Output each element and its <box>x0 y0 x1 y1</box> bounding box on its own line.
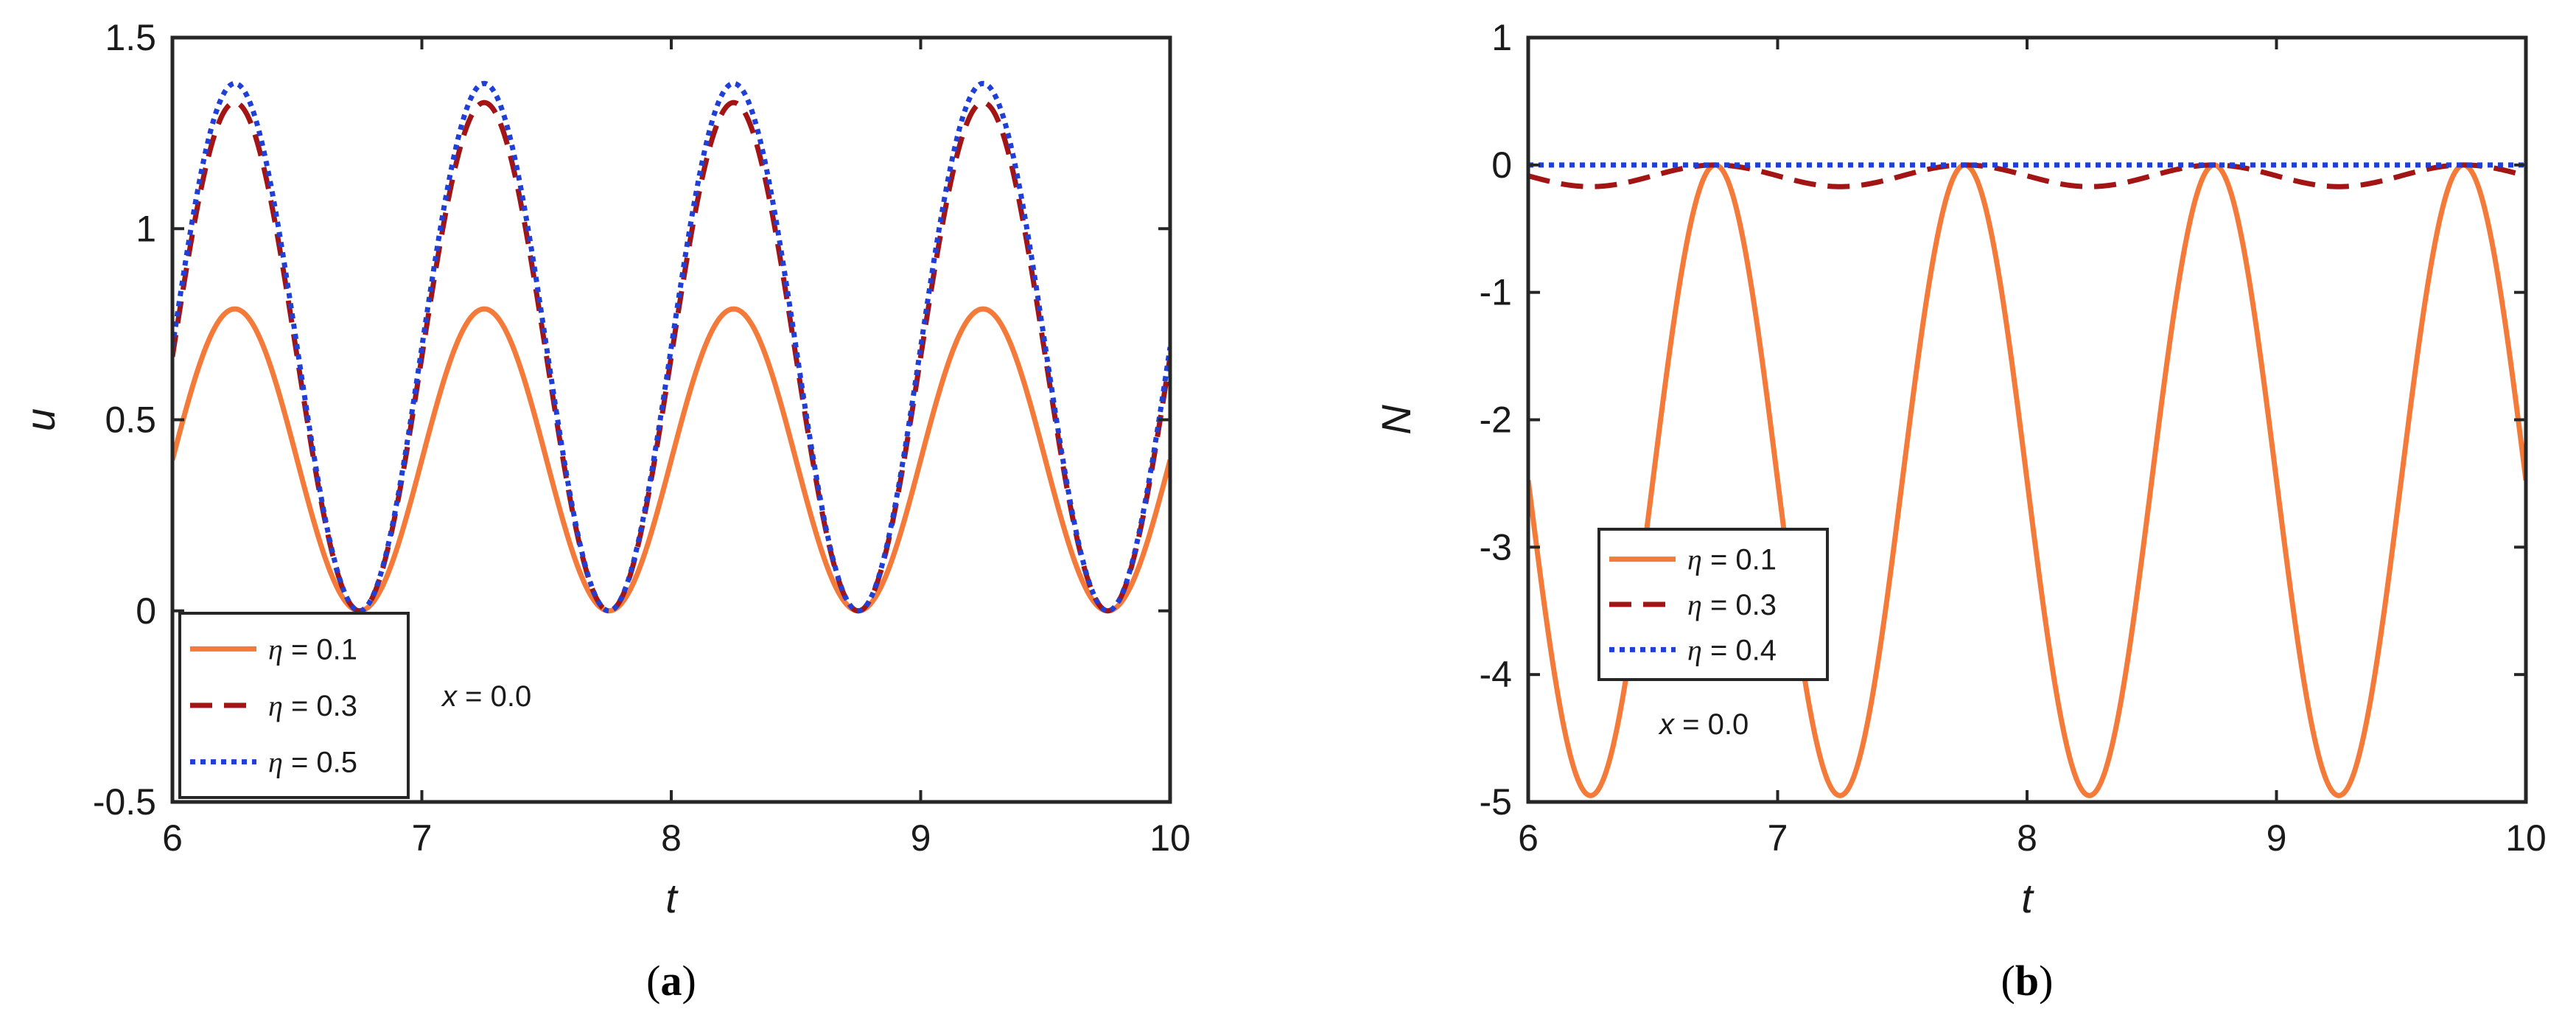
legend-label-1: η = 0.1 <box>1687 543 1777 576</box>
legend-box <box>178 612 410 799</box>
x-tick-label: 10 <box>1149 817 1191 859</box>
series-line-2 <box>172 100 1170 614</box>
y-tick-label: 0.5 <box>105 399 156 441</box>
panel-caption: (b) <box>2001 957 2054 1005</box>
x-tick-label: 7 <box>412 817 433 859</box>
legend-label-2: η = 0.3 <box>1687 588 1777 621</box>
legend-label-3: η = 0.4 <box>1687 633 1777 666</box>
y-tick-label: 1 <box>1491 17 1512 58</box>
series-line-3 <box>172 80 1170 614</box>
legend-box <box>1597 528 1829 681</box>
series-line-1 <box>172 306 1170 614</box>
y-tick-label: -1 <box>1480 272 1512 313</box>
series-group <box>1528 162 2526 798</box>
y-tick-label: 0 <box>136 590 156 632</box>
x-tick-label: 9 <box>911 817 931 859</box>
x-tick-label: 6 <box>162 817 183 859</box>
x-axis-label: t <box>665 875 679 921</box>
y-tick-label: -2 <box>1480 399 1512 441</box>
y-tick-label: -4 <box>1480 654 1512 695</box>
x-tick-label: 7 <box>1768 817 1788 859</box>
legend-label-1: η = 0.1 <box>268 632 357 666</box>
annotation-x: x = 0.0 <box>441 680 531 713</box>
x-tick-label: 10 <box>2505 817 2547 859</box>
legend-label-2: η = 0.3 <box>268 689 357 722</box>
x-tick-label: 9 <box>2267 817 2287 859</box>
x-tick-label: 8 <box>2017 817 2037 859</box>
y-tick-label: -3 <box>1480 526 1512 568</box>
x-axis-label: t <box>2021 875 2034 921</box>
y-tick-label: 1.5 <box>105 17 156 58</box>
y-tick-label: -0.5 <box>93 781 156 823</box>
x-tick-label: 8 <box>661 817 682 859</box>
series-group <box>172 80 1170 614</box>
annotation-x: x = 0.0 <box>1658 708 1749 741</box>
y-tick-label: 1 <box>136 208 156 249</box>
y-axis-label: u <box>17 408 63 431</box>
series-line-1 <box>1528 162 2526 798</box>
plot-area <box>1528 38 2526 802</box>
legend-label-3: η = 0.5 <box>268 746 357 779</box>
legend: η = 0.1 η = 0.3 η = 0.5 <box>178 612 410 799</box>
y-tick-label: -5 <box>1480 781 1512 823</box>
y-axis-label: N <box>1373 405 1419 435</box>
panel-caption: (a) <box>646 957 696 1005</box>
x-tick-label: 6 <box>1518 817 1539 859</box>
y-tick-label: 0 <box>1491 144 1512 186</box>
legend: η = 0.1 η = 0.3 η = 0.4 <box>1597 528 1829 681</box>
